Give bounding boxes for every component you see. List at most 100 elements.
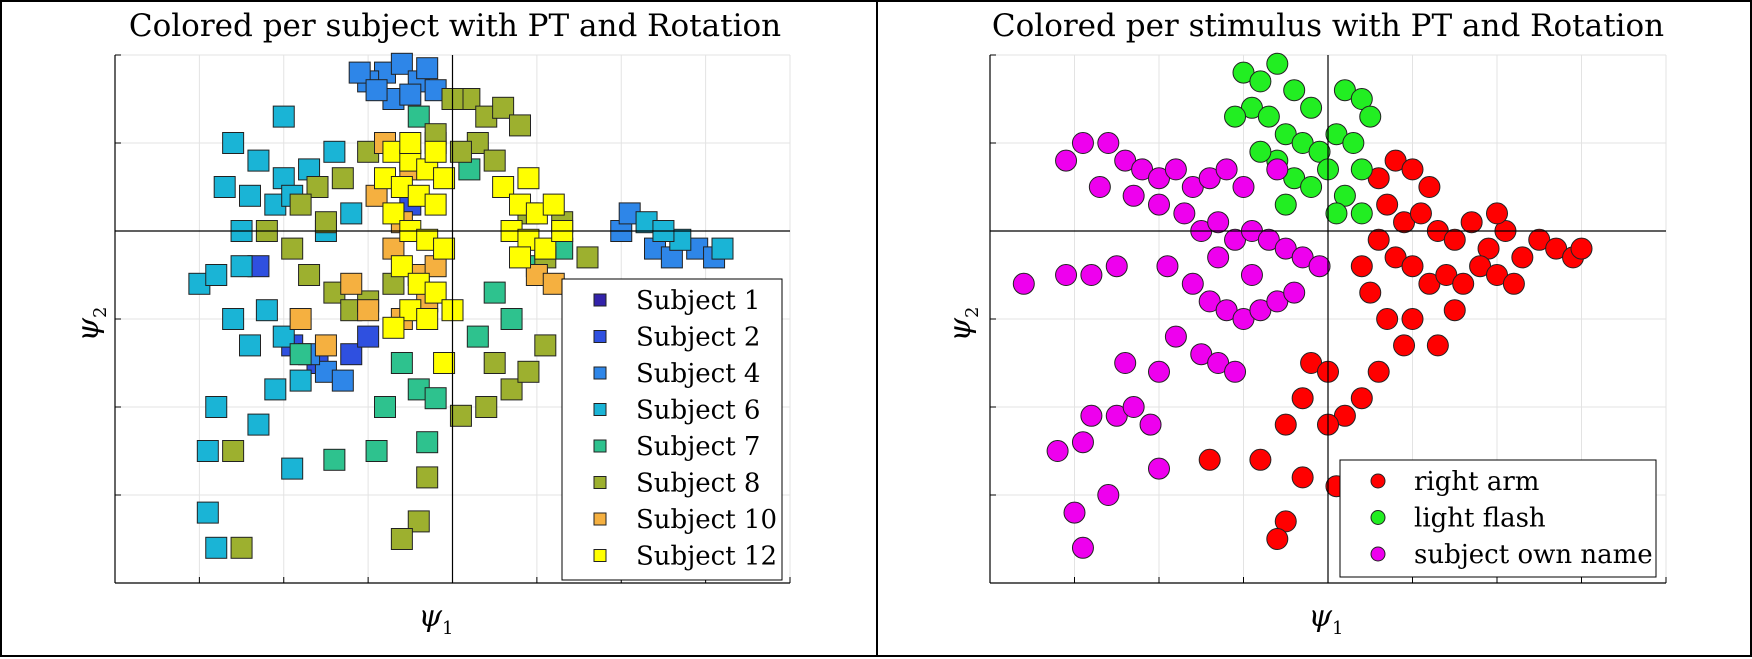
right-point-series-1: [1266, 52, 1289, 75]
left-point-series-3: [255, 299, 278, 322]
left-point-series-4: [466, 325, 489, 348]
right-point-series-2: [1088, 176, 1111, 198]
right-point-series-2: [1224, 360, 1247, 383]
right-point-series-1: [1350, 202, 1373, 225]
left-legend-marker: [593, 293, 607, 307]
right-point-series-0: [1291, 387, 1314, 410]
right-point-series-0: [1367, 228, 1390, 251]
right-point-series-1: [1308, 140, 1331, 163]
left-legend-label: Subject 1: [636, 286, 760, 316]
left-point-series-5: [407, 510, 430, 533]
right-point-series-1: [1359, 105, 1382, 128]
left-point-series-5: [390, 528, 413, 550]
left-legend-label: Subject 8: [636, 469, 760, 499]
left-point-series-6: [542, 272, 565, 295]
right-point-series-2: [1139, 413, 1162, 436]
left-point-series-5: [483, 149, 506, 172]
right-point-series-2: [1122, 184, 1145, 207]
left-point-series-5: [298, 264, 321, 286]
right-point-series-0: [1452, 272, 1475, 295]
left-point-series-5: [475, 396, 498, 418]
right-point-series-0: [1274, 413, 1297, 436]
right-point-series-0: [1511, 246, 1534, 269]
left-point-series-1: [357, 325, 380, 348]
right-point-series-0: [1401, 158, 1424, 181]
right-legend-label: right arm: [1414, 467, 1539, 497]
right-point-series-0: [1409, 202, 1432, 225]
left-legend-marker: [593, 549, 607, 562]
right-point-series-1: [1249, 140, 1272, 163]
left-point-series-3: [289, 369, 312, 392]
right-point-series-1: [1333, 184, 1356, 207]
right-point-series-0: [1266, 528, 1289, 550]
right-point-series-2: [1181, 272, 1204, 295]
right-point-series-2: [1012, 272, 1035, 295]
right-chart-title: Colored per stimulus with PT and Rotatio…: [992, 8, 1664, 44]
left-point-series-3: [247, 413, 270, 436]
left-point-series-3: [222, 132, 245, 154]
right-point-series-2: [1266, 158, 1289, 181]
left-point-series-4: [365, 440, 388, 462]
left-point-series-7: [517, 167, 540, 190]
right-point-series-0: [1249, 448, 1272, 471]
right-point-series-2: [1063, 501, 1086, 524]
left-x-axis-label: ψ1: [419, 599, 454, 639]
left-point-series-4: [374, 396, 396, 418]
right-point-series-0: [1367, 360, 1390, 383]
left-point-series-6: [357, 299, 380, 322]
right-point-series-2: [1055, 149, 1078, 172]
right-point-series-2: [1071, 431, 1094, 454]
right-legend-label: light flash: [1414, 504, 1546, 534]
left-legend-marker: [593, 403, 607, 416]
right-point-series-2: [1046, 440, 1069, 462]
left-point-series-5: [331, 167, 354, 190]
right-point-series-0: [1359, 281, 1382, 304]
left-point-series-7: [424, 281, 447, 304]
right-point-series-1: [1350, 158, 1373, 181]
right-point-series-2: [1148, 193, 1170, 216]
left-point-series-7: [424, 193, 447, 216]
left-point-series-5: [306, 176, 329, 198]
right-point-series-1: [1350, 88, 1373, 110]
right-point-series-2: [1080, 404, 1103, 427]
left-point-series-7: [399, 132, 422, 154]
left-chart-title: Colored per subject with PT and Rotation: [129, 8, 781, 44]
right-panel-frame: [876, 0, 1752, 657]
left-point-series-7: [492, 176, 515, 198]
left-point-series-5: [416, 466, 439, 489]
right-legend-marker: [1370, 510, 1386, 525]
left-point-series-1: [340, 343, 363, 366]
left-point-series-4: [323, 448, 346, 471]
right-point-series-2: [1105, 255, 1128, 278]
left-point-series-5: [314, 211, 337, 234]
right-point-series-0: [1274, 510, 1297, 533]
right-point-series-0: [1426, 334, 1449, 357]
right-point-series-2: [1097, 484, 1120, 506]
left-legend-box: [561, 278, 783, 581]
left-point-series-2: [365, 79, 388, 102]
left-point-series-4: [407, 105, 430, 128]
right-legend-box: [1339, 459, 1657, 578]
right-point-series-0: [1502, 272, 1525, 295]
right-point-series-2: [1283, 281, 1306, 304]
left-point-series-3: [711, 237, 734, 260]
right-point-series-0: [1393, 334, 1416, 357]
left-point-series-3: [230, 255, 253, 278]
right-point-series-0: [1401, 255, 1424, 278]
left-point-series-3: [205, 396, 228, 418]
left-point-series-2: [331, 369, 354, 392]
right-point-series-0: [1376, 308, 1399, 330]
right-point-series-2: [1122, 396, 1145, 418]
left-point-series-5: [230, 536, 253, 559]
left-plot-area: Subject 1 Subject 2 Subject 4 Subject 6 Subj…: [114, 52, 791, 584]
left-point-series-7: [509, 246, 531, 269]
left-point-series-4: [424, 387, 447, 410]
right-point-series-0: [1486, 202, 1508, 225]
left-point-series-3: [323, 140, 346, 163]
left-legend-label: Subject 2: [636, 323, 760, 353]
left-legend-label: Subject 7: [636, 432, 760, 462]
right-point-series-0: [1291, 466, 1314, 489]
left-point-series-7: [433, 167, 456, 190]
right-legend-marker: [1370, 473, 1386, 489]
